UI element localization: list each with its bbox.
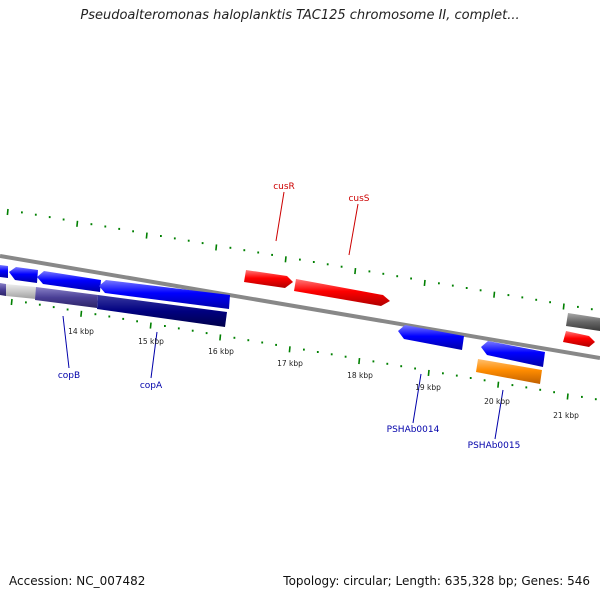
gene-arrow-reverse[interactable] — [99, 280, 230, 309]
map-title: Pseudoalteromonas haloplanktis TAC125 ch… — [80, 8, 520, 23]
tick-mark — [423, 279, 426, 286]
tick-mark — [354, 268, 357, 275]
topology-text: Topology: circular; Length: 635,328 bp; … — [283, 574, 590, 588]
tick-mark — [76, 220, 79, 227]
gene-arrow-reverse[interactable] — [37, 271, 101, 292]
ruler-label: 21 kbp — [553, 411, 579, 420]
ruler-label: 19 kbp — [415, 383, 441, 392]
backbone-line — [0, 254, 600, 360]
gene-label-cusR[interactable]: cusR — [273, 182, 295, 192]
gene-label-copB[interactable]: copB — [58, 371, 80, 381]
tick-mark — [149, 322, 152, 329]
pseudo-gene-box[interactable] — [566, 313, 600, 331]
tick-mark — [358, 358, 361, 365]
tick-mark — [288, 346, 291, 353]
feature-box-grey[interactable] — [0, 283, 6, 296]
gene-label-PSHAb0015[interactable]: PSHAb0015 — [468, 441, 521, 451]
gene-arrow-cusS[interactable] — [294, 279, 390, 306]
gene-label-copA[interactable]: copA — [140, 381, 163, 391]
ruler-label: 14 kbp — [68, 327, 94, 336]
tick-mark — [497, 381, 500, 388]
gene-arrow-forward[interactable] — [244, 270, 293, 288]
accession-text: Accession: NC_007482 — [9, 574, 146, 588]
tick-mark — [6, 208, 9, 216]
gene-arrow-PSHAb0015[interactable] — [481, 341, 545, 367]
ruler-label: 15 kbp — [138, 337, 164, 346]
tick-mark — [215, 244, 218, 251]
tick-marks — [6, 208, 597, 401]
feature-box-navy[interactable] — [97, 295, 227, 327]
ruler-label: 18 kbp — [347, 371, 373, 380]
tick-mark — [80, 310, 83, 317]
tick-mark — [493, 291, 496, 298]
gene-arrow-reverse[interactable] — [0, 265, 8, 278]
gene-arrow-PSHAb0014[interactable] — [398, 325, 464, 350]
tick-mark — [10, 298, 13, 306]
feature-box-orange[interactable] — [476, 359, 542, 384]
ruler-labels: 14 kbp 15 kbp 16 kbp 17 kbp 18 kbp 19 kb… — [68, 327, 579, 420]
tick-mark — [427, 369, 430, 376]
feature-box-light[interactable] — [6, 284, 36, 299]
tick-mark — [145, 232, 148, 239]
gene-label-PSHAb0014[interactable]: PSHAb0014 — [387, 425, 440, 435]
gene-features[interactable] — [0, 265, 600, 384]
tick-mark — [566, 393, 569, 400]
gene-labels: cusR cusS copB copA PSHAb0014 PSHAb0015 — [58, 182, 521, 451]
tick-mark — [219, 334, 222, 341]
gene-label-cusS[interactable]: cusS — [348, 194, 369, 204]
ruler-label: 20 kbp — [484, 397, 510, 406]
tick-mark — [562, 303, 565, 310]
callout-lines — [62, 191, 504, 440]
tick-mark — [284, 256, 287, 263]
feature-box-purple[interactable] — [35, 287, 98, 308]
gene-arrow-reverse[interactable] — [9, 267, 38, 283]
ruler-label: 17 kbp — [277, 359, 303, 368]
gene-arrow-forward[interactable] — [563, 331, 595, 347]
ruler-label: 16 kbp — [208, 347, 234, 356]
